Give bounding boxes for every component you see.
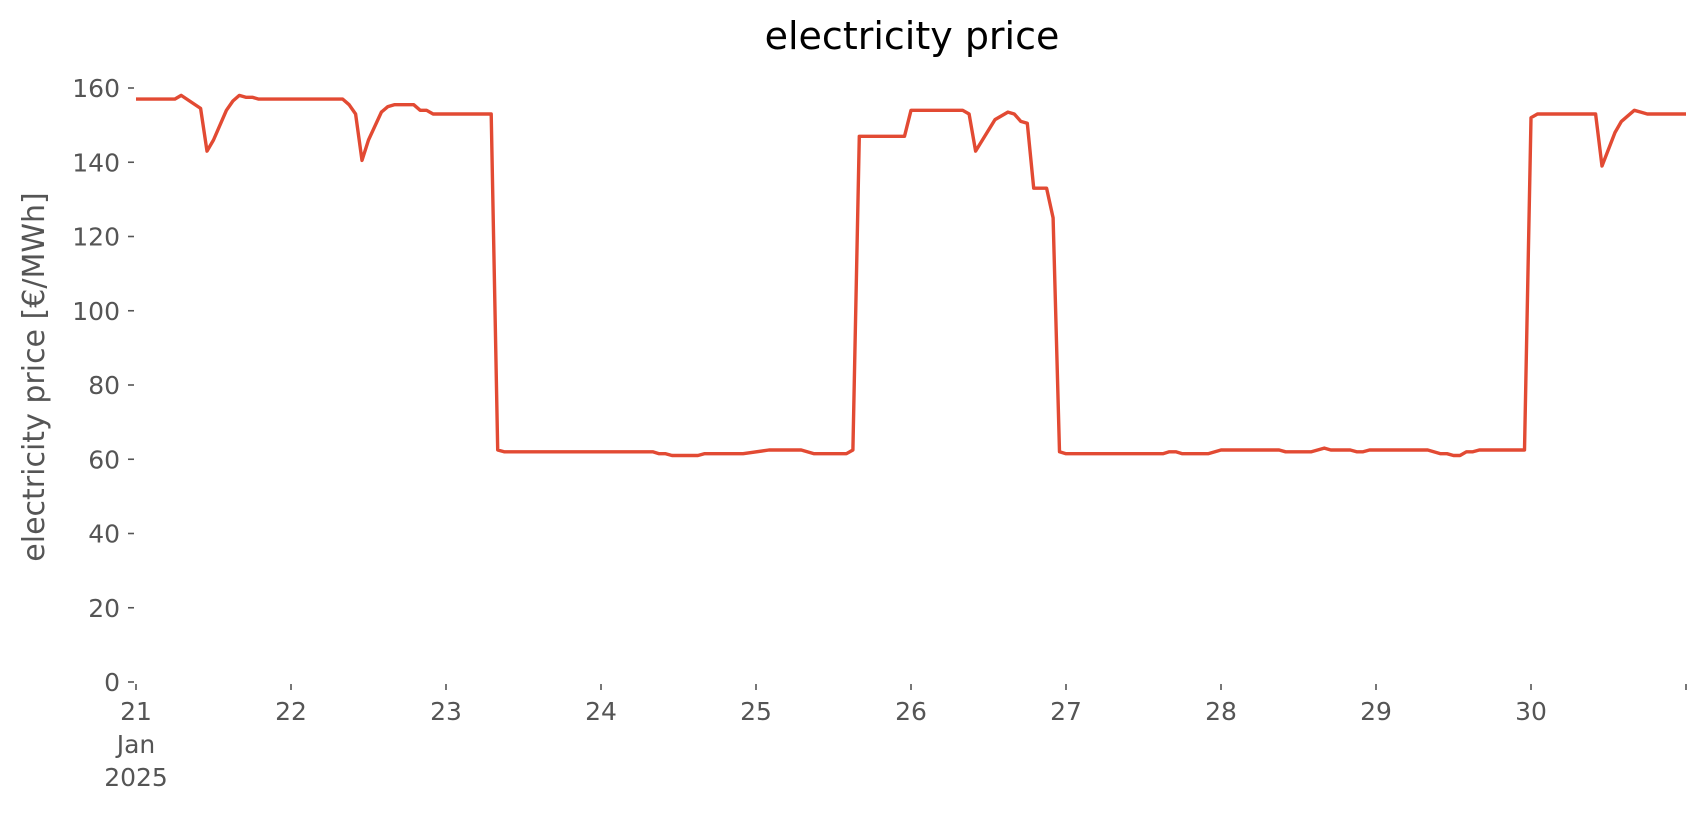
y-tick-label: 140 (72, 148, 120, 177)
y-tick-label: 160 (72, 74, 120, 103)
x-tick-label: 30 (1515, 697, 1547, 726)
x-tick-label: 22 (275, 697, 307, 726)
x-tick-label: 25 (740, 697, 772, 726)
y-tick-label: 100 (72, 297, 120, 326)
x-axis: 21 Jan 2025 22 23 24 25 26 27 28 29 30 (104, 684, 1687, 792)
y-tick-label: 20 (88, 594, 120, 623)
x-tick-label: 28 (1205, 697, 1237, 726)
x-tick-label: 27 (1050, 697, 1082, 726)
y-axis-label: electricity price [€/MWh] (17, 192, 52, 561)
y-tick-label: 80 (88, 371, 120, 400)
x-tick-label: 26 (895, 697, 927, 726)
y-tick-label: 120 (72, 223, 120, 252)
y-tick-label: 40 (88, 520, 120, 549)
y-axis: 0 20 40 60 80 100 120 140 160 (72, 74, 134, 697)
x-tick-label: Jan (115, 730, 156, 759)
series-line (136, 93, 1686, 458)
series-layer (136, 93, 1686, 458)
y-tick-label: 60 (88, 445, 120, 474)
chart-title: electricity price (765, 14, 1060, 58)
x-tick-label: 2025 (104, 763, 168, 792)
y-tick-label: 0 (104, 668, 120, 697)
x-tick-label: 29 (1360, 697, 1392, 726)
x-tick-label: 24 (585, 697, 617, 726)
x-tick-label: 21 (120, 697, 152, 726)
x-tick-label: 23 (430, 697, 462, 726)
